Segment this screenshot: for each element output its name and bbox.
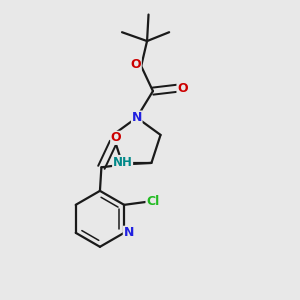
- Text: O: O: [177, 82, 188, 95]
- Text: NH: NH: [113, 155, 133, 169]
- Text: O: O: [130, 58, 141, 71]
- Text: O: O: [111, 131, 122, 144]
- Text: N: N: [132, 111, 142, 124]
- Text: N: N: [123, 226, 134, 239]
- Text: Cl: Cl: [146, 195, 159, 208]
